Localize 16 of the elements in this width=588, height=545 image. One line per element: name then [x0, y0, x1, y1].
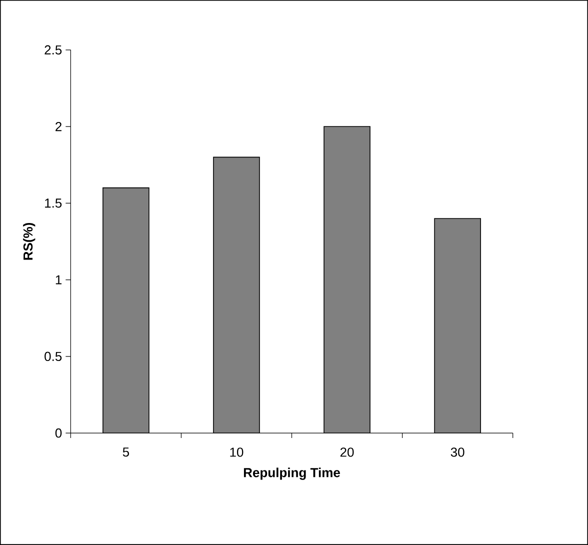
bar [102, 187, 150, 434]
x-tick-label: 10 [230, 448, 244, 457]
y-axis-title: RS(%) [23, 222, 36, 260]
y-tick-label: 0.5 [44, 352, 62, 362]
x-tick-label: 20 [340, 448, 354, 457]
bar [434, 218, 481, 434]
x-axis-title: Repulping Time [244, 468, 340, 480]
x-tick-label: 5 [122, 448, 130, 457]
y-tick-label: 2.5 [44, 45, 62, 55]
y-tick-label: 0 [55, 428, 62, 438]
y-tick-label: 1 [56, 275, 62, 284]
bar [213, 156, 260, 434]
bar [324, 126, 370, 434]
x-tick-label: 30 [450, 448, 464, 457]
y-tick-label: 2 [56, 122, 62, 132]
y-tick-label: 1.5 [45, 198, 62, 208]
